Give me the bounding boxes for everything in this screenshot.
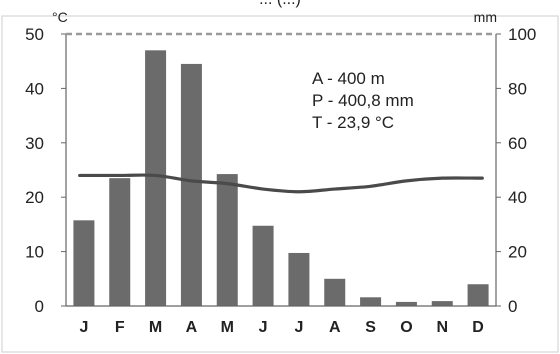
right-tick-label: 20 — [508, 243, 527, 262]
month-label: D — [472, 319, 484, 336]
axes — [65, 32, 497, 307]
month-label: J — [79, 319, 88, 336]
chart-title: ... (...) — [259, 0, 301, 8]
right-axis-unit: mm — [474, 9, 497, 25]
precipitation-bar — [467, 284, 489, 306]
precipitation-bar — [109, 178, 131, 306]
precipitation-bar — [395, 301, 417, 306]
temperature-line — [78, 173, 484, 194]
precipitation-bar — [216, 174, 238, 306]
chart-frame — [1, 15, 559, 353]
month-label: J — [259, 319, 268, 336]
right-tick-label: 60 — [508, 134, 527, 153]
left-tick-label: 40 — [25, 79, 44, 98]
left-tick-label: 50 — [25, 25, 44, 44]
month-label: J — [294, 319, 303, 336]
left-axis-ticks: 0 10 20 30 40 50 — [25, 25, 66, 316]
month-label: M — [149, 319, 162, 336]
right-tick-label: 0 — [508, 297, 517, 316]
month-label: M — [221, 319, 234, 336]
temperature-annotation: T - 23,9 °C — [312, 113, 394, 132]
right-axis-ticks: 0 20 40 60 80 100 — [496, 25, 536, 316]
temperature-line-group — [78, 173, 484, 194]
precipitation-bar — [145, 50, 167, 306]
precipitation-bar — [252, 225, 274, 306]
right-tick-label: 40 — [508, 188, 527, 207]
precipitation-bar — [431, 301, 453, 306]
month-label: F — [115, 319, 125, 336]
month-label: O — [400, 319, 412, 336]
month-label: A — [329, 319, 341, 336]
precipitation-bar — [180, 63, 202, 306]
right-tick-label: 100 — [508, 25, 536, 44]
precipitation-annotation: P - 400,8 mm — [312, 91, 414, 110]
precipitation-bar — [73, 220, 95, 306]
left-axis-unit: °C — [52, 9, 68, 25]
month-label: S — [365, 319, 376, 336]
month-label: A — [186, 319, 198, 336]
precipitation-bar — [360, 297, 382, 306]
left-tick-label: 0 — [35, 297, 44, 316]
left-tick-label: 10 — [25, 243, 44, 262]
altitude-annotation: A - 400 m — [312, 69, 385, 88]
precipitation-bar — [288, 252, 310, 306]
precipitation-bars — [73, 50, 489, 306]
left-tick-label: 20 — [25, 188, 44, 207]
precipitation-bar — [324, 278, 346, 306]
left-tick-label: 30 — [25, 134, 44, 153]
month-label: N — [436, 319, 448, 336]
right-tick-label: 80 — [508, 79, 527, 98]
